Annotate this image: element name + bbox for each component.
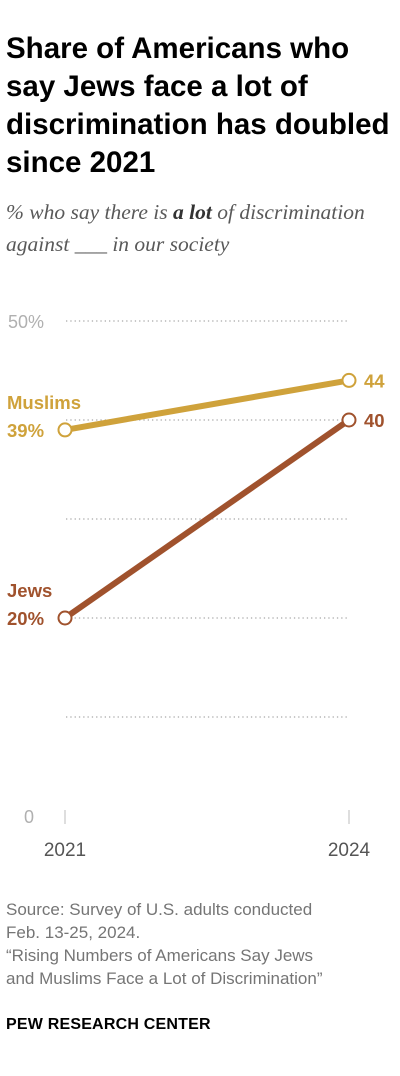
- chart-title: Share of Americans who say Jews face a l…: [6, 32, 390, 179]
- line-chart: 0 50% 2021 2024 Muslims 39% 44 Jews 20% 40: [7, 312, 385, 861]
- data-point-muslims-2021: [57, 422, 73, 438]
- series-line-muslims: [62, 377, 352, 433]
- data-point-jews-2024: [341, 412, 357, 428]
- data-label-muslims-2024: 44: [364, 370, 385, 391]
- y-tick-label-0: 0: [24, 807, 34, 827]
- pew-research-center-brand: PEW RESEARCH CENTER: [6, 1016, 211, 1033]
- data-label-jews-2024: 40: [364, 410, 385, 431]
- source-line-1: Source: Survey of U.S. adults conducted: [6, 900, 313, 919]
- source-line-4: and Muslims Face a Lot of Discrimination…: [6, 969, 323, 988]
- data-point-muslims-2024: [341, 372, 357, 388]
- subtitle-emphasis: a lot: [173, 200, 212, 224]
- series-line-jews: [62, 417, 352, 621]
- data-point-jews-2021: [57, 610, 73, 626]
- x-tick-label-2024: 2024: [328, 840, 371, 861]
- data-label-muslims-2021: 39%: [7, 420, 44, 441]
- series-name-jews: Jews: [7, 580, 52, 601]
- y-tick-label-50: 50%: [8, 312, 44, 332]
- subtitle-text-start: % who say there is: [6, 200, 174, 224]
- data-label-jews-2021: 20%: [7, 608, 44, 629]
- source-line-2: Feb. 13-25, 2024.: [6, 923, 141, 942]
- source-line-3: “Rising Numbers of Americans Say Jews: [6, 946, 314, 965]
- x-tick-label-2021: 2021: [44, 840, 86, 861]
- series-name-muslims: Muslims: [7, 392, 81, 413]
- source-note: Source: Survey of U.S. adults conducted …: [6, 898, 396, 990]
- subtitle-text-end: of discrimination against ___ in our soc…: [6, 200, 365, 256]
- chart-subtitle: % who say there is a lot of discriminati…: [6, 196, 396, 260]
